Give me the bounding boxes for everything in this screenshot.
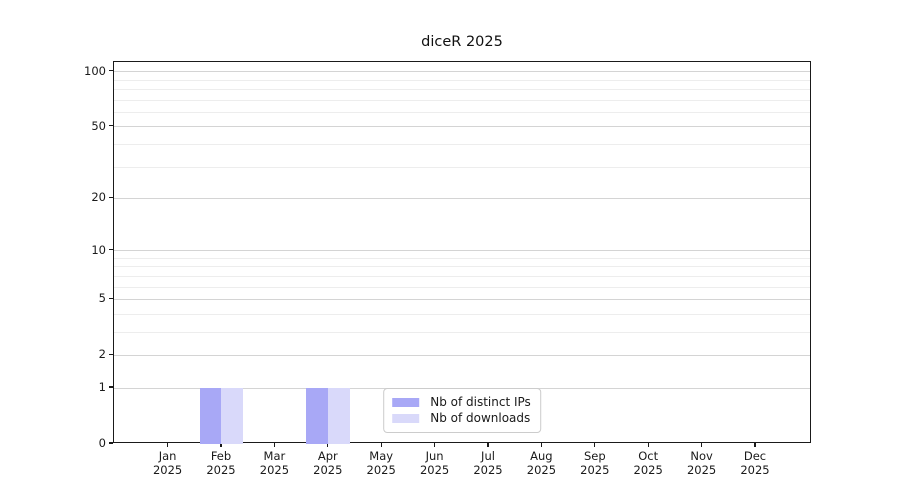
y-tick-mark (109, 125, 113, 127)
y-tick-label: 0 (98, 436, 106, 450)
legend-item-downloads: Nb of downloads (392, 410, 531, 426)
x-tick-year: 2025 (473, 462, 503, 477)
x-tick-mark (594, 443, 596, 447)
x-tick-year: 2025 (313, 462, 343, 477)
bar-distinct-ips-apr (306, 388, 329, 444)
x-tick-mark (167, 443, 169, 447)
gridline-minor (114, 166, 810, 168)
gridline-minor (114, 313, 810, 315)
x-tick-mark (434, 443, 436, 447)
gridline-major (114, 354, 810, 356)
legend-swatch-downloads (392, 413, 420, 423)
y-tick-mark (109, 196, 113, 199)
x-tick-mark (327, 443, 329, 447)
x-tick-month: Jun (425, 449, 444, 463)
x-tick-mark (220, 443, 222, 447)
x-tick-label: Nov 2025 (671, 449, 733, 477)
x-tick-month: Mar (263, 449, 286, 463)
legend-label-distinct-ips: Nb of distinct IPs (430, 395, 531, 409)
plot-area: Nb of distinct IPs Nb of downloads (113, 61, 811, 444)
gridline-major (114, 250, 810, 252)
x-tick-year: 2025 (526, 462, 557, 477)
x-tick-month: Apr (317, 449, 338, 463)
gridline-minor (114, 99, 810, 101)
x-tick-mark (380, 443, 382, 447)
x-tick-year: 2025 (633, 462, 663, 477)
x-tick-mark (273, 443, 275, 447)
legend: Nb of distinct IPs Nb of downloads (383, 388, 541, 433)
x-tick-month: Aug (530, 449, 553, 463)
y-tick-mark (109, 442, 113, 444)
gridline-minor (114, 286, 810, 288)
x-tick-mark (540, 443, 542, 447)
x-tick-label: Aug 2025 (510, 449, 572, 477)
bar-distinct-ips-feb (199, 388, 222, 444)
x-tick-mark (487, 443, 489, 447)
x-tick-year: 2025 (580, 462, 610, 477)
x-tick-label: Jul 2025 (457, 449, 519, 477)
gridline-minor (114, 143, 810, 145)
gridline-major (114, 298, 810, 300)
gridline-minor (114, 111, 810, 113)
gridline-minor (114, 331, 810, 333)
chart-title: diceR 2025 (421, 34, 503, 50)
x-tick-year: 2025 (686, 462, 717, 477)
x-tick-year: 2025 (152, 462, 183, 477)
y-tick-label: 100 (84, 63, 106, 78)
gridline-major (114, 126, 810, 128)
x-tick-month: Jul (481, 449, 495, 463)
x-tick-month: Jan (158, 449, 177, 463)
x-tick-month: Feb (210, 449, 232, 463)
gridline-minor (114, 257, 810, 259)
y-tick-label: 10 (91, 242, 106, 257)
x-tick-label: Oct 2025 (617, 449, 679, 477)
bar-downloads-apr (328, 388, 350, 444)
gridline-minor (114, 266, 810, 268)
x-tick-year: 2025 (740, 462, 770, 477)
x-tick-label: Dec 2025 (724, 449, 786, 477)
x-tick-year: 2025 (206, 462, 236, 477)
x-tick-label: Apr 2025 (297, 449, 359, 477)
gridline-major (114, 197, 810, 199)
x-tick-mark (701, 443, 703, 447)
gridline-major (114, 71, 810, 73)
y-tick-mark (109, 353, 113, 355)
x-tick-month: May (369, 449, 394, 463)
x-tick-year: 2025 (259, 462, 290, 477)
gridline-minor (114, 79, 810, 81)
legend-swatch-distinct-ips (392, 397, 420, 407)
x-tick-month: Oct (638, 449, 659, 463)
y-tick-label: 2 (98, 347, 106, 362)
x-tick-mark (647, 443, 649, 447)
x-tick-mark (754, 443, 756, 447)
x-tick-label: Feb 2025 (190, 449, 252, 477)
x-tick-year: 2025 (366, 462, 396, 477)
x-tick-label: Jun 2025 (404, 449, 466, 477)
y-tick-mark (109, 386, 113, 388)
legend-item-distinct-ips: Nb of distinct IPs (392, 394, 531, 410)
x-tick-label: Mar 2025 (243, 449, 305, 477)
y-tick-label: 50 (91, 118, 106, 133)
x-tick-label: May 2025 (350, 449, 412, 477)
y-tick-label: 5 (98, 291, 106, 306)
y-tick-mark (109, 248, 113, 251)
y-tick-mark (109, 70, 113, 72)
gridline-minor (114, 275, 810, 277)
x-tick-label: Sep 2025 (564, 449, 626, 477)
y-tick-label: 1 (98, 380, 106, 395)
y-tick-mark (109, 297, 113, 300)
gridline-minor (114, 89, 810, 91)
bar-downloads-feb (221, 388, 244, 444)
x-tick-month: Sep (583, 449, 606, 463)
legend-label-downloads: Nb of downloads (430, 411, 531, 425)
x-tick-month: Nov (690, 449, 713, 463)
x-tick-label: Jan 2025 (137, 449, 199, 477)
x-tick-month: Dec (743, 449, 767, 463)
x-tick-year: 2025 (419, 462, 450, 477)
y-tick-label: 20 (91, 190, 106, 205)
